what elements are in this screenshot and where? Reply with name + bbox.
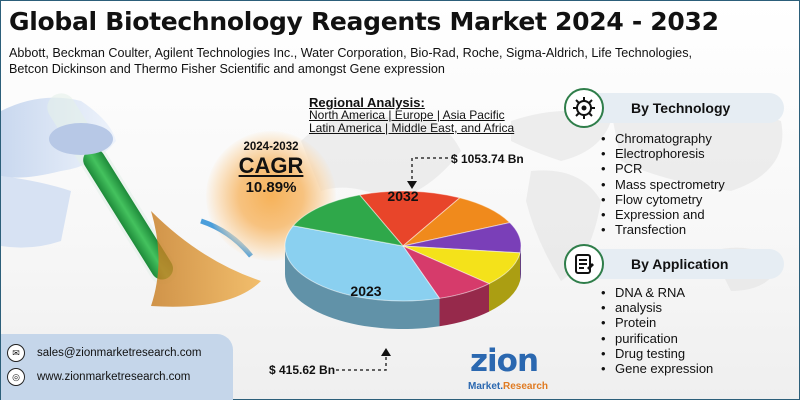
company-list-line-2: Betcon Dickinson and Thermo Fisher Scien… xyxy=(9,62,445,76)
list-item-continuation: analysis xyxy=(599,300,713,315)
regional-line-1: North America | Europe | Asia Pacific xyxy=(309,108,505,122)
list-item: DNA & RNA xyxy=(599,285,713,300)
company-list-line-1: Abbott, Beckman Coulter, Agilent Technol… xyxy=(9,46,692,60)
regional-analysis: Regional Analysis: North America | Europ… xyxy=(309,96,514,135)
list-item: Flow cytometry xyxy=(599,192,725,207)
callout-2023: $ 415.62 Bn xyxy=(269,363,336,377)
list-item: Expression and xyxy=(599,207,725,222)
pie-year-label-2032: 2032 xyxy=(387,188,418,204)
pie-slice-side-2 xyxy=(520,246,521,281)
application-heading: By Application xyxy=(631,256,729,272)
list-item: Protein xyxy=(599,315,713,330)
cagr-label: CAGR xyxy=(238,153,304,178)
email-link[interactable]: sales@zionmarketresearch.com xyxy=(37,347,202,359)
list-item: PCR xyxy=(599,161,725,176)
contact-panel: ✉ sales@zionmarketresearch.com ◎ www.zio… xyxy=(1,334,233,400)
checklist-icon xyxy=(564,244,604,284)
web-row: ◎ www.zionmarketresearch.com xyxy=(7,368,190,386)
logo-subtitle: Market.Research xyxy=(468,381,548,392)
application-list: DNA & RNA analysis Protein purification … xyxy=(599,285,713,376)
logo-word: zion xyxy=(470,343,539,379)
callout-2032: $ 1053.74 Bn xyxy=(451,152,524,166)
pie-slice-3 xyxy=(402,245,521,285)
callout-leader-2032 xyxy=(407,157,452,189)
pie-slice-0 xyxy=(358,190,461,247)
pie-year-label-2023: 2023 xyxy=(350,283,381,299)
pie-slice-6 xyxy=(292,194,405,247)
email-row: ✉ sales@zionmarketresearch.com xyxy=(7,344,201,362)
cagr-value: 10.89% xyxy=(245,179,297,196)
application-header: By Application xyxy=(579,249,784,279)
regional-line-2: Latin America | Middle East, and Africa xyxy=(309,121,515,135)
gear-brain-icon xyxy=(564,88,604,128)
pie-slice-side-4 xyxy=(439,283,490,327)
list-item: Electrophoresis xyxy=(599,146,725,161)
logo-sub-a: Market. xyxy=(468,381,504,392)
pie-slice-1 xyxy=(402,197,511,247)
regional-heading: Regional Analysis: xyxy=(309,95,425,110)
technology-list: Chromatography Electrophoresis PCR Mass … xyxy=(599,131,725,238)
technology-heading: By Technology xyxy=(631,100,731,116)
list-item: Gene expression xyxy=(599,361,713,376)
pie-slice-5 xyxy=(284,225,441,302)
list-item-continuation: purification xyxy=(599,331,713,346)
company-list: Abbott, Beckman Coulter, Agilent Technol… xyxy=(9,45,799,77)
list-item: Drug testing xyxy=(599,346,713,361)
cagr-period: 2024-2032 xyxy=(243,141,299,153)
mail-icon: ✉ xyxy=(7,344,25,362)
pie-slice-side-5 xyxy=(285,246,440,329)
logo-sub-b: Research xyxy=(503,381,549,392)
list-item: Mass spectrometry xyxy=(599,177,725,192)
zion-logo: zion Market.Research xyxy=(466,343,551,399)
globe-icon: ◎ xyxy=(7,368,25,386)
list-item-continuation: Transfection xyxy=(599,222,725,237)
page-title: Global Biotechnology Reagents Market 202… xyxy=(9,7,719,36)
test-tube-photo xyxy=(1,93,261,307)
website-link[interactable]: www.zionmarketresearch.com xyxy=(37,371,191,383)
market-pie-chart: 2032 2023 xyxy=(284,188,522,329)
callout-leader-2023 xyxy=(336,348,391,371)
list-item: Chromatography xyxy=(599,131,725,146)
technology-header: By Technology xyxy=(579,93,784,123)
